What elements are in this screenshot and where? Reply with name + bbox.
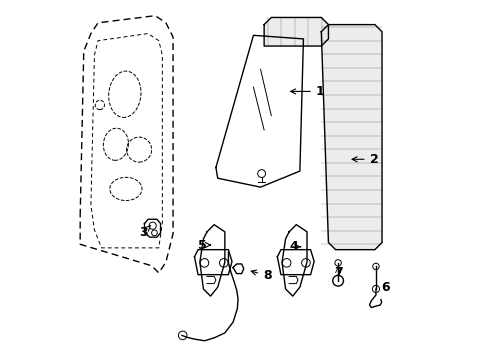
Text: 6: 6 bbox=[381, 281, 389, 294]
Polygon shape bbox=[264, 18, 328, 46]
Text: 5: 5 bbox=[198, 239, 210, 252]
Text: 7: 7 bbox=[333, 266, 342, 279]
Circle shape bbox=[334, 260, 341, 266]
Circle shape bbox=[372, 263, 378, 270]
Text: 8: 8 bbox=[251, 269, 271, 282]
Text: 2: 2 bbox=[351, 153, 378, 166]
Text: 1: 1 bbox=[290, 85, 324, 98]
Text: 3: 3 bbox=[139, 225, 150, 239]
Polygon shape bbox=[321, 24, 381, 249]
Text: 4: 4 bbox=[288, 240, 300, 253]
